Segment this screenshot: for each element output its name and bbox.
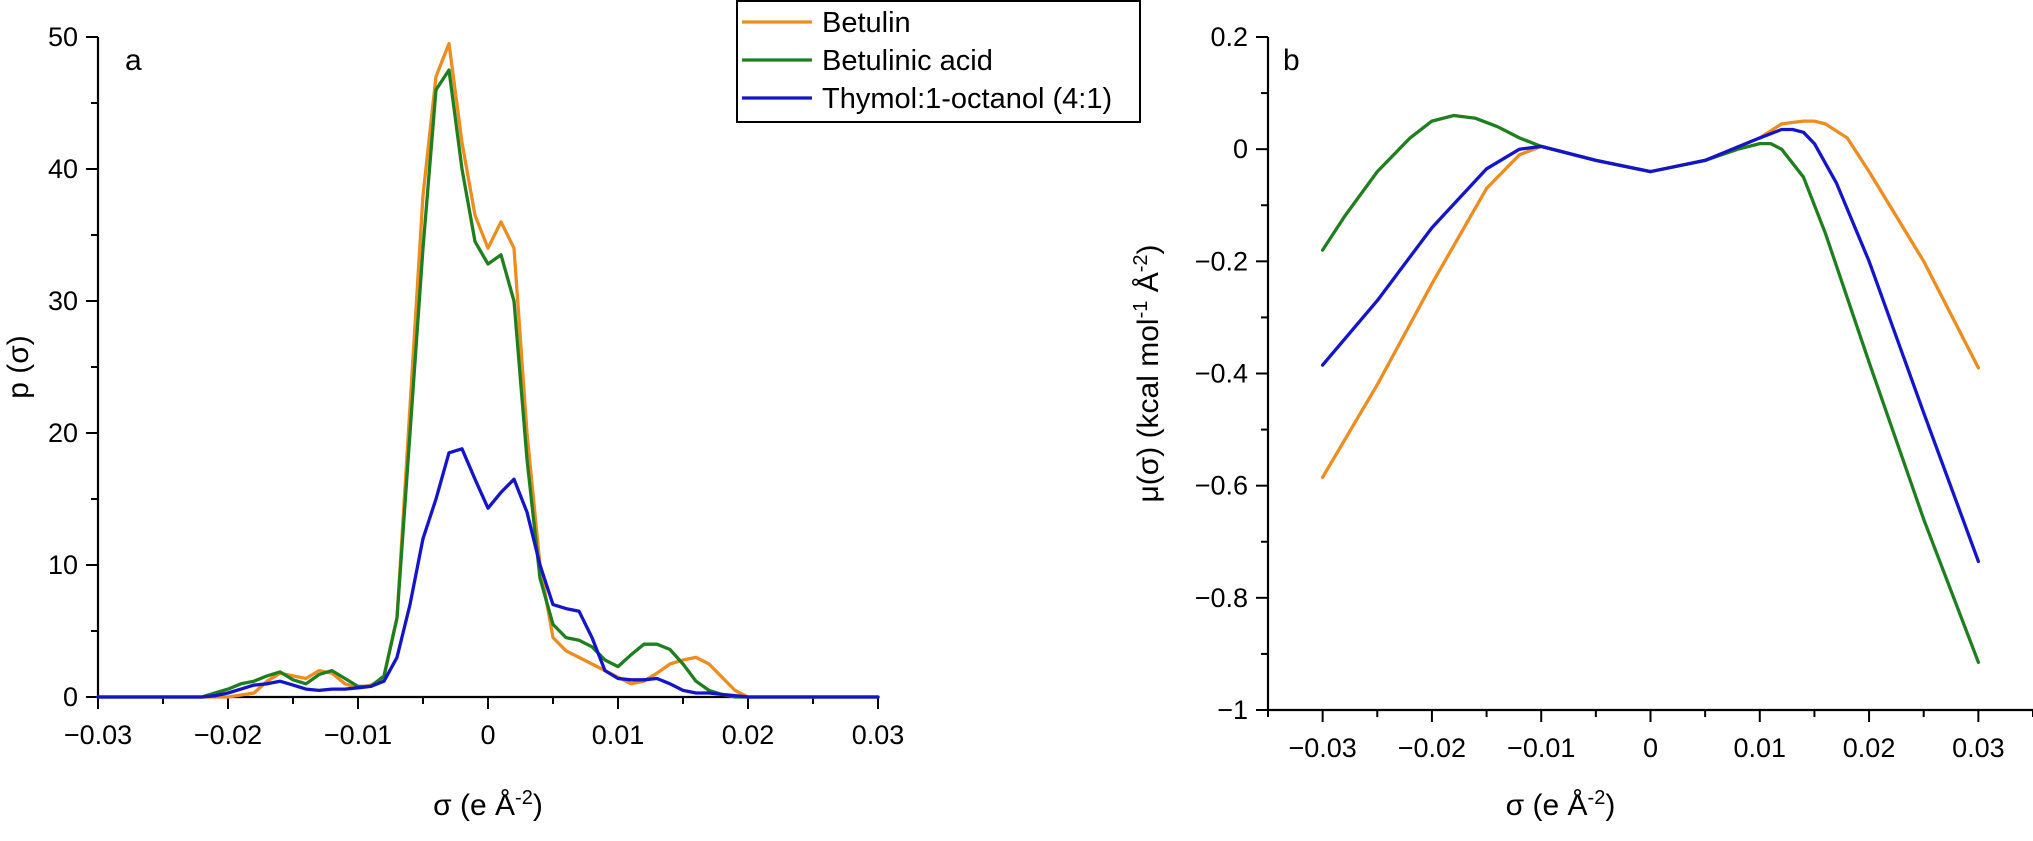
- y-tick-label: 0: [63, 682, 78, 712]
- x-tick-label: 0.03: [852, 720, 905, 750]
- series-line-betulinic-acid: [96, 68, 880, 699]
- y-tick-label: −0.4: [1195, 359, 1248, 389]
- series-line-betulin: [96, 41, 880, 699]
- legend-label-betulinic-acid: Betulinic acid: [822, 45, 993, 77]
- legend-label-thymol-octanol: Thymol:1-octanol (4:1): [822, 83, 1112, 115]
- x-tick-label: −0.01: [324, 720, 392, 750]
- y-tick-label: 0: [1233, 134, 1248, 164]
- x-axis-title: σ (e Å-2): [1506, 787, 1616, 822]
- x-tick-label: 0.02: [1843, 733, 1896, 763]
- legend: Betulin Betulinic acid Thymol:1-octanol (4…: [736, 0, 1141, 123]
- y-tick-label: 0.2: [1210, 22, 1248, 52]
- x-tick-label: 0: [480, 720, 495, 750]
- y-tick-label: −0.2: [1195, 246, 1248, 276]
- panel-b: −0.03 −0.02 −0.01 0 0.01 0.02 0.03 0.2 0 −0.2 −0.4…: [1130, 22, 2033, 822]
- x-tick-label: −0.03: [1288, 733, 1356, 763]
- y-tick-label: 20: [48, 418, 78, 448]
- x-tick-label: −0.01: [1507, 733, 1575, 763]
- y-tick-label: 10: [48, 550, 78, 580]
- x-tick-label: −0.02: [1398, 733, 1466, 763]
- y-tick-label: 30: [48, 286, 78, 316]
- panel-a: −0.03 −0.02 −0.01 0 0.01 0.02 0.03 0 10 20 30 40 50 σ…: [2, 22, 904, 822]
- panel-label: a: [125, 44, 142, 77]
- x-tick-label: −0.03: [64, 720, 132, 750]
- x-tick-label: 0.01: [592, 720, 645, 750]
- y-tick-label: −0.8: [1195, 583, 1248, 613]
- series-line-thymol-octanol: [96, 447, 880, 699]
- y-tick-label: −1: [1217, 695, 1248, 725]
- y-axis-title: p (σ): [2, 335, 35, 399]
- series-line-betulin: [1320, 119, 1981, 479]
- legend-label-betulin: Betulin: [822, 7, 911, 39]
- x-tick-label: 0: [1643, 733, 1658, 763]
- y-tick-label: 50: [48, 22, 78, 52]
- x-tick-label: 0.01: [1734, 733, 1787, 763]
- panel-label: b: [1283, 44, 1300, 77]
- x-axis-title: σ (e Å-2): [433, 787, 543, 822]
- series-line-betulinic-acid: [1320, 113, 1981, 664]
- series-line-thymol-octanol: [1320, 127, 1981, 564]
- x-tick-label: 0.03: [1952, 733, 2005, 763]
- x-tick-label: 0.02: [722, 720, 775, 750]
- y-axis-title: μ(σ) (kcal mol-1 Å-2): [1130, 244, 1165, 502]
- y-tick-label: −0.6: [1195, 471, 1248, 501]
- x-tick-label: −0.02: [194, 720, 262, 750]
- y-tick-label: 40: [48, 154, 78, 184]
